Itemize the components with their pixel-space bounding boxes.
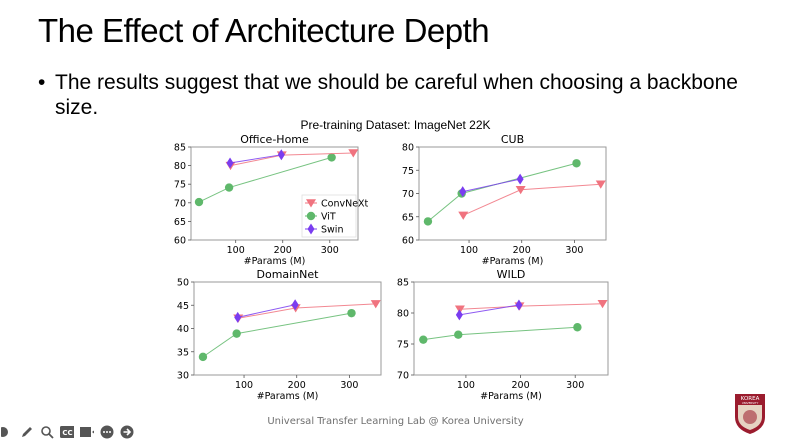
data-point-swin: [459, 186, 467, 198]
x-tick-label: 200: [511, 380, 529, 391]
y-tick-label: 80: [397, 309, 409, 320]
x-tick-label: 100: [460, 245, 478, 256]
data-point-convnext: [458, 211, 469, 220]
data-point-vit: [198, 352, 208, 362]
x-tick-label: 300: [565, 245, 583, 256]
data-point-swin: [515, 299, 523, 311]
x-tick-label: 200: [288, 380, 306, 391]
y-tick-label: 45: [177, 301, 189, 312]
search-icon[interactable]: [40, 425, 54, 439]
bullet-point: • The results suggest that we should be …: [38, 70, 758, 120]
plot-frame: [193, 281, 382, 376]
korea-university-logo: KOREA UNIVERSITY: [734, 393, 766, 435]
y-tick-label: 60: [402, 236, 414, 247]
data-point-convnext: [348, 149, 359, 158]
y-tick-label: 70: [402, 189, 414, 200]
x-tick-label: 100: [227, 245, 245, 256]
y-tick-label: 65: [174, 217, 186, 228]
data-point-swin: [226, 157, 234, 169]
legend-label: ConvNeXt: [321, 199, 369, 210]
data-point-vit: [347, 308, 356, 318]
plot-title: WILD: [497, 268, 526, 281]
circle-icon[interactable]: [0, 425, 14, 439]
data-point-vit: [224, 183, 234, 192]
pen-icon[interactable]: [20, 425, 34, 439]
y-tick-label: 65: [402, 212, 414, 223]
plot-title: Office-Home: [240, 133, 309, 146]
bullet-marker: •: [38, 71, 46, 94]
y-tick-label: 75: [174, 180, 186, 191]
data-point-convnext: [597, 299, 608, 309]
data-point-swin: [277, 149, 285, 161]
y-tick-label: 85: [174, 143, 186, 154]
y-tick-label: 75: [402, 166, 414, 177]
series-line-swin: [462, 178, 521, 193]
slide-title: The Effect of Architecture Depth: [38, 12, 490, 49]
y-tick-label: 75: [397, 340, 409, 351]
data-point-vit: [327, 153, 336, 162]
captions-icon[interactable]: CC: [60, 425, 74, 439]
y-tick-label: 30: [177, 371, 189, 382]
x-tick-label: 200: [513, 245, 531, 256]
x-axis-label: #Params (M): [257, 391, 319, 402]
logo-text: KOREA: [741, 396, 760, 402]
x-tick-label: 300: [340, 380, 358, 391]
data-point-convnext: [595, 180, 606, 189]
x-tick-label: 200: [274, 245, 292, 256]
plot-title: CUB: [501, 133, 524, 146]
svg-text:CC: CC: [62, 429, 72, 437]
legend-label: ViT: [321, 212, 336, 223]
data-point-convnext: [515, 186, 526, 195]
x-tick-label: 100: [457, 380, 475, 391]
bullet-text: The results suggest that we should be ca…: [55, 71, 738, 119]
data-point-swin: [455, 309, 463, 321]
x-axis-label: #Params (M): [482, 256, 544, 267]
data-point-swin: [516, 173, 524, 185]
data-point-swin: [234, 311, 242, 323]
video-icon[interactable]: [80, 425, 94, 439]
y-tick-label: 80: [174, 161, 186, 172]
data-point-swin: [291, 299, 299, 311]
plot-title: DomainNet: [257, 268, 320, 281]
data-point-vit: [194, 197, 204, 207]
data-point-vit: [419, 335, 428, 344]
series-line-swin: [229, 154, 282, 164]
data-point-vit: [454, 330, 463, 339]
data-point-convnext: [454, 305, 465, 314]
next-icon[interactable]: [120, 425, 134, 439]
y-tick-label: 60: [174, 236, 186, 247]
logo-subtext: UNIVERSITY: [742, 401, 759, 405]
data-point-vit: [423, 217, 433, 226]
x-tick-label: 300: [566, 380, 584, 391]
y-tick-label: 85: [397, 278, 409, 289]
presentation-toolbar: CC: [0, 424, 134, 439]
data-point-vit: [232, 329, 241, 338]
series-line-swin: [459, 304, 520, 316]
legend-marker-convnext: [306, 199, 316, 208]
x-tick-label: 100: [235, 380, 253, 391]
data-point-vit: [573, 323, 582, 332]
y-tick-label: 70: [174, 198, 186, 209]
legend-label: Swin: [321, 225, 343, 236]
y-tick-label: 40: [177, 324, 189, 335]
y-tick-label: 35: [177, 347, 189, 358]
y-tick-label: 70: [397, 371, 409, 382]
data-point-convnext: [370, 300, 381, 309]
x-axis-label: #Params (M): [480, 391, 542, 402]
series-line-swin: [237, 304, 296, 318]
x-axis-label: #Params (M): [244, 256, 306, 267]
y-tick-label: 80: [402, 143, 414, 154]
figure-suptitle: Pre-training Dataset: ImageNet 22K: [300, 118, 491, 132]
x-tick-label: 300: [321, 245, 339, 256]
y-tick-label: 50: [177, 278, 189, 289]
more-icon[interactable]: [100, 425, 114, 439]
footer-text: Universal Transfer Learning Lab @ Korea …: [267, 416, 524, 427]
legend-marker-swin: [307, 223, 315, 235]
legend-marker-vit: [306, 211, 316, 221]
data-point-vit: [572, 159, 581, 168]
